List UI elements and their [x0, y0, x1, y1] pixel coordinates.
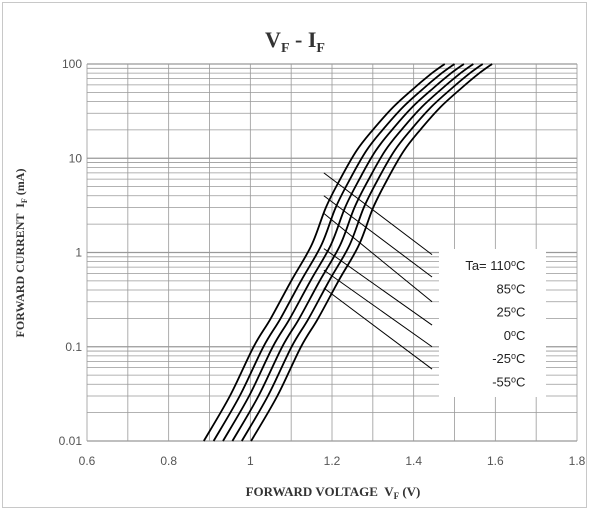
x-tick-label: 1.8 — [569, 454, 586, 468]
legend-unit: oC — [511, 328, 525, 343]
x-tick-label: 1.4 — [405, 454, 422, 468]
leader-line-110 — [323, 172, 433, 255]
y-axis-ticks: 0.01 0.1 1 10 100 — [59, 57, 83, 448]
y-axis-label: FORWARD CURRENT IF (mA) — [13, 169, 29, 338]
y-tick-label: 10 — [69, 151, 83, 165]
legend-unit: oC — [511, 281, 525, 296]
y-tick-label: 0.1 — [65, 340, 82, 354]
legend-label-0: 0 — [504, 328, 511, 343]
x-tick-label: 0.6 — [79, 454, 96, 468]
series-line-25 — [222, 63, 465, 442]
x-axis-label: FORWARD VOLTAGE VF (V) — [246, 484, 421, 501]
curves — [203, 63, 493, 442]
legend-label--55: -55 — [492, 375, 511, 390]
series-line-110 — [203, 63, 446, 442]
chart-title: VF - IF — [265, 27, 325, 56]
legend-unit: oC — [511, 258, 525, 273]
leader-line--55 — [323, 287, 433, 370]
legend-label-25: 25 — [497, 305, 511, 320]
leader-lines — [323, 172, 433, 370]
series-line-85 — [212, 63, 456, 442]
legend-box — [439, 249, 546, 397]
chart-frame: 0.6 0.8 1 1.2 1.4 1.6 1.8 0.01 0.1 1 10 100 Ta= 11… — [2, 2, 587, 508]
y-tick-label: 100 — [62, 57, 82, 71]
leader-line-25 — [323, 213, 433, 303]
legend-unit: oC — [511, 305, 525, 320]
x-tick-label: 0.8 — [160, 454, 177, 468]
legend-unit: oC — [511, 351, 525, 366]
leader-line--25 — [323, 269, 433, 348]
series-line--55 — [250, 63, 493, 442]
legend-label--25: -25 — [492, 351, 511, 366]
y-tick-label: 0.01 — [59, 434, 83, 448]
legend-label-110: Ta= 110 — [465, 258, 511, 273]
x-tick-label: 1.6 — [487, 454, 504, 468]
leader-line-85 — [323, 195, 433, 278]
legend-background — [439, 249, 546, 397]
x-tick-label: 1.2 — [324, 454, 341, 468]
leader-line-0 — [323, 248, 433, 326]
vf-if-chart: 0.6 0.8 1 1.2 1.4 1.6 1.8 0.01 0.1 1 10 100 Ta= 11… — [13, 27, 586, 501]
x-tick-label: 1 — [247, 454, 254, 468]
series-line--25 — [241, 63, 484, 442]
x-axis-ticks: 0.6 0.8 1 1.2 1.4 1.6 1.8 — [79, 454, 586, 468]
y-tick-label: 1 — [75, 246, 82, 260]
series-line-0 — [231, 63, 474, 442]
legend-label-85: 85 — [497, 281, 511, 296]
legend-unit: oC — [511, 375, 525, 390]
